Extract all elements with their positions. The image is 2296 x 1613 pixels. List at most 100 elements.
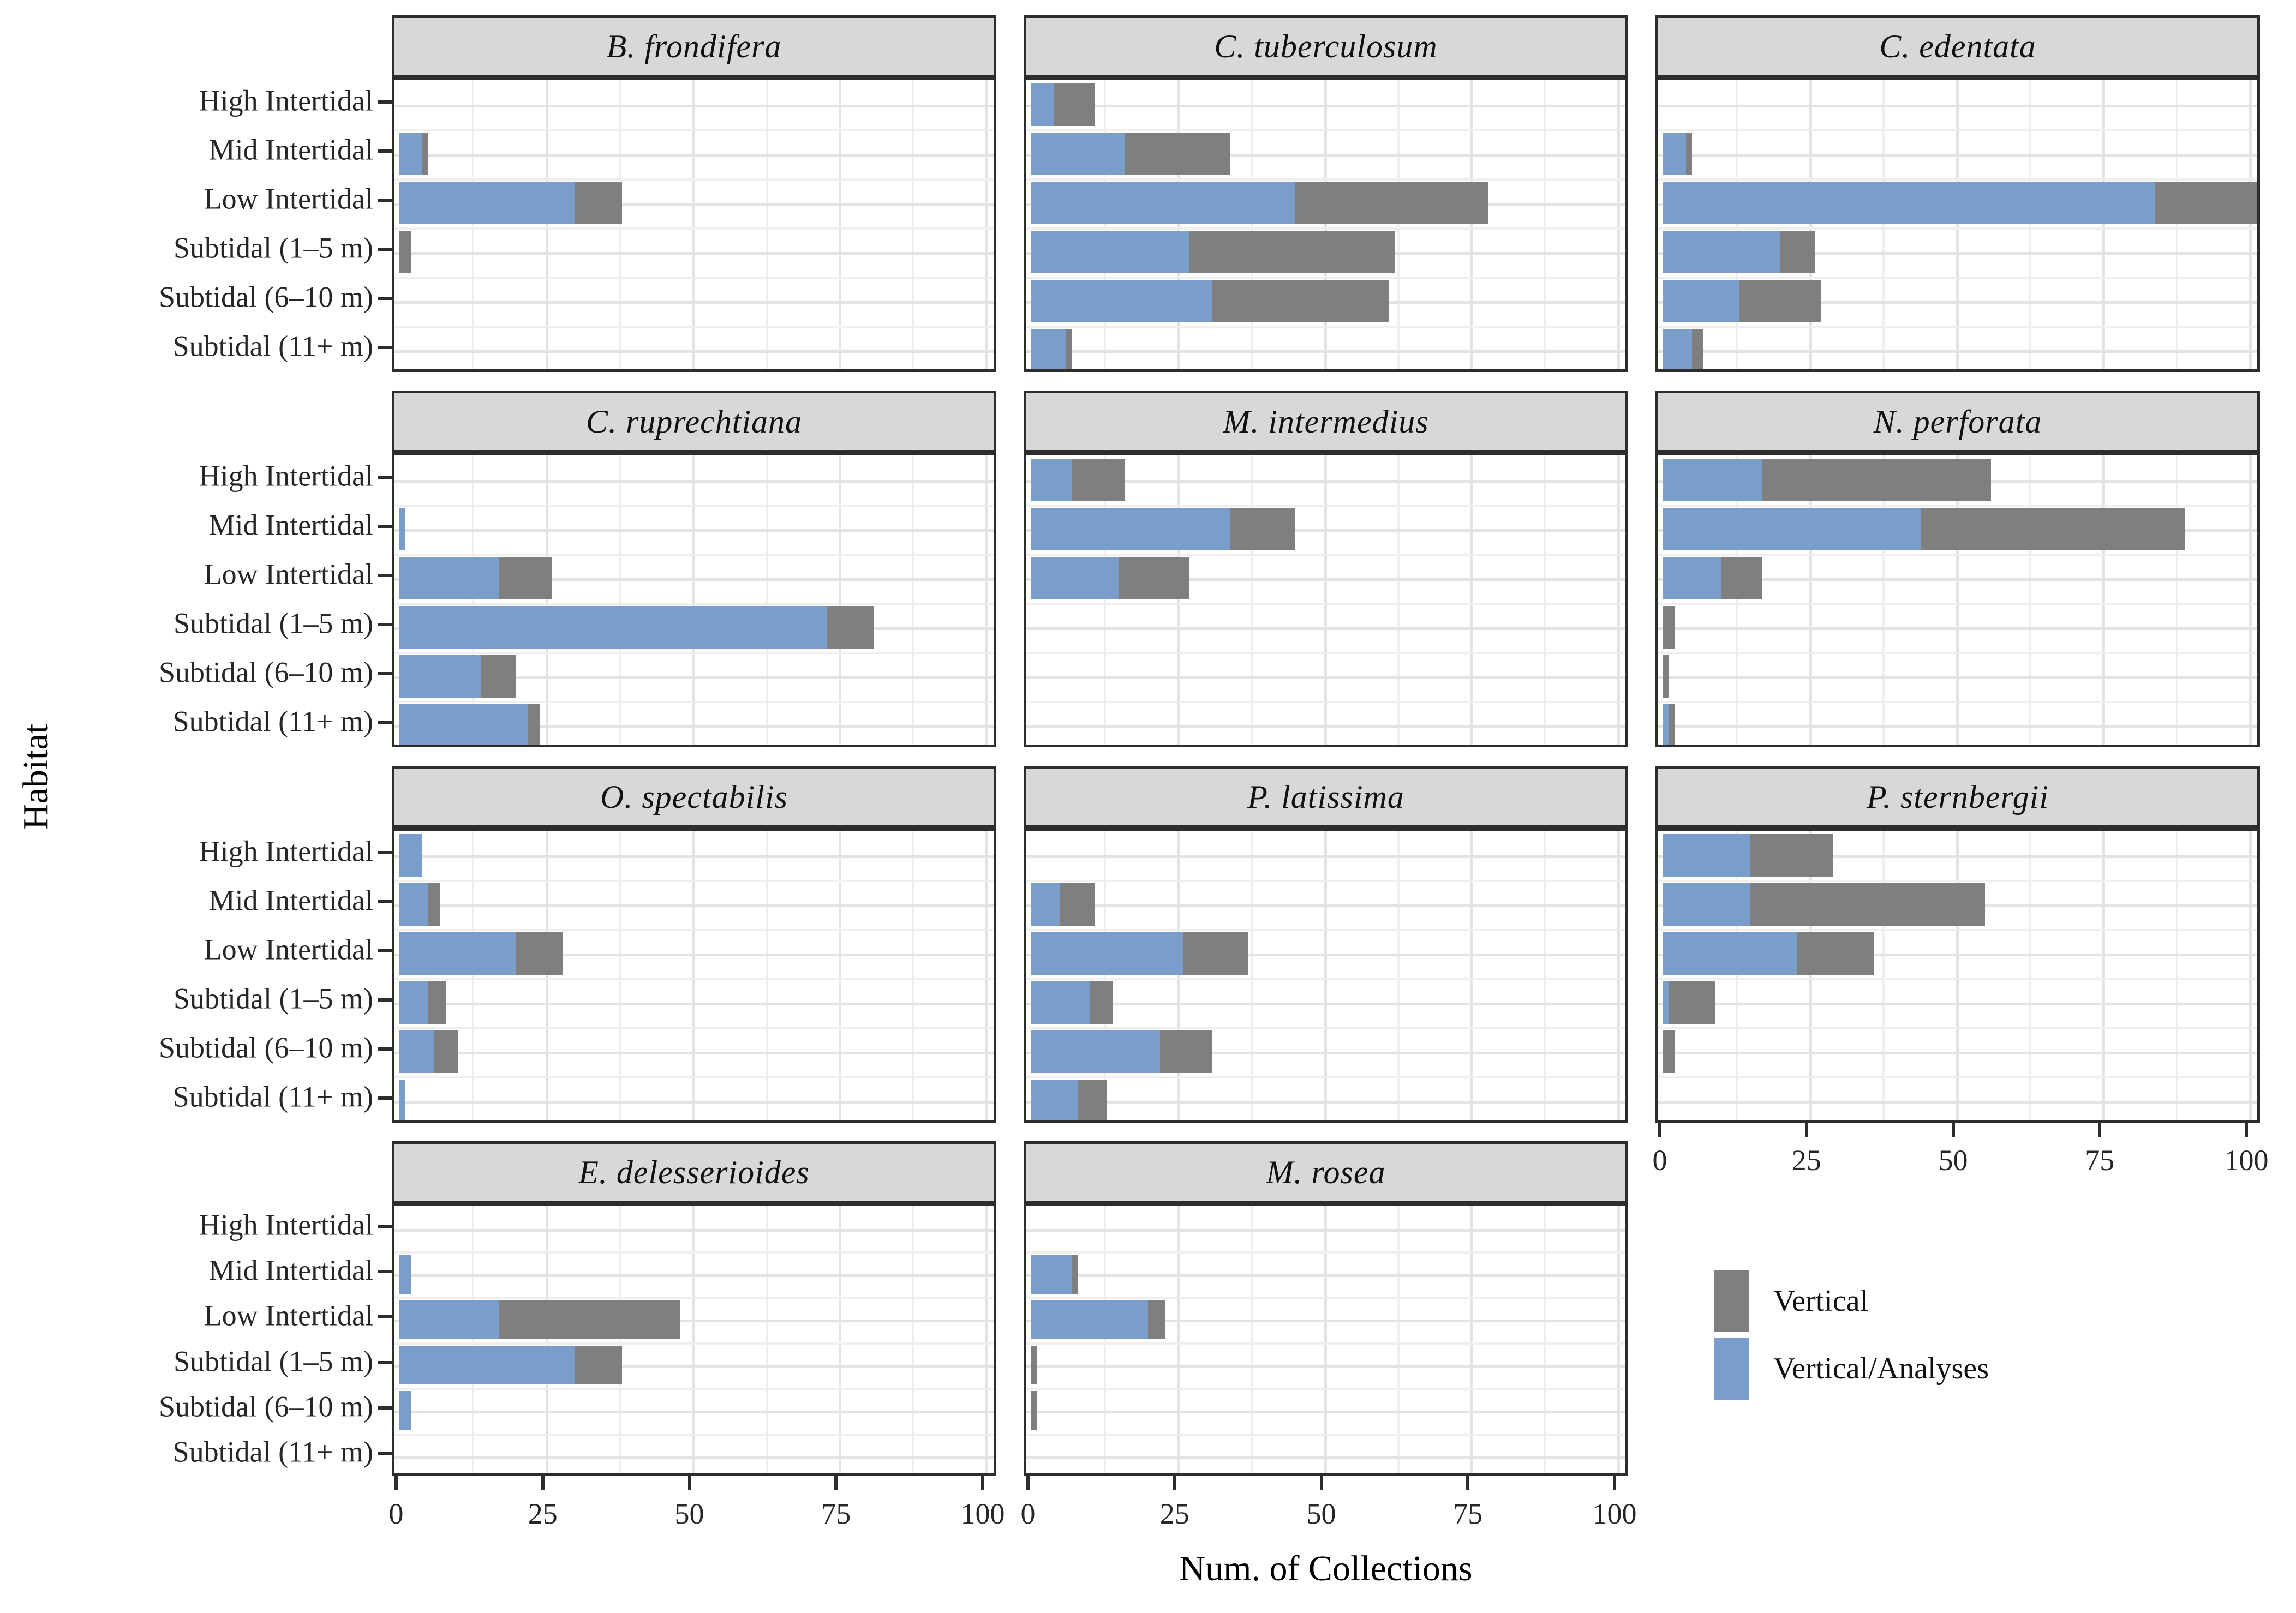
gridline-vertical xyxy=(1177,455,1180,745)
gridline-horizontal-minor xyxy=(394,1342,994,1345)
gridline-vertical xyxy=(1104,455,1107,745)
bar-segment-vertical-analyses xyxy=(399,981,428,1024)
bar-segment-vertical-analyses xyxy=(1031,83,1054,126)
y-tick-label: Subtidal (6–10 m) xyxy=(159,280,373,314)
gridline-vertical xyxy=(545,1206,548,1473)
gridline-horizontal xyxy=(394,1365,994,1368)
legend-label-vertical-analyses: Vertical/Analyses xyxy=(1773,1352,1989,1386)
gridline-vertical xyxy=(692,455,695,745)
y-tick-label: High Intertidal xyxy=(199,84,373,117)
bar-segment-vertical-analyses xyxy=(1031,932,1183,975)
bar-segment-vertical xyxy=(1119,557,1189,599)
bar-segment-vertical xyxy=(1072,1255,1078,1294)
facet-title: B. frondifera xyxy=(606,28,782,64)
gridline-horizontal xyxy=(394,350,994,353)
y-tick-mark xyxy=(378,476,392,479)
facet-panel xyxy=(1024,1203,1628,1476)
bar-segment-vertical xyxy=(1762,459,1992,501)
bar-segment-vertical-analyses xyxy=(1663,231,1780,273)
x-tick-mark xyxy=(1658,1123,1661,1137)
y-tick-mark xyxy=(378,1224,392,1228)
gridline-horizontal-minor xyxy=(394,1027,994,1029)
y-tick-label: Low Intertidal xyxy=(204,557,373,591)
bar-segment-vertical xyxy=(1663,655,1669,698)
y-tick-label: Subtidal (11+ m) xyxy=(172,705,373,738)
gridline-horizontal xyxy=(1026,627,1625,630)
gridline-horizontal xyxy=(394,154,994,157)
facet-strip: N. perforata xyxy=(1655,391,2260,453)
gridline-horizontal xyxy=(1658,252,2257,255)
gridline-vertical xyxy=(2029,80,2031,369)
gridline-horizontal xyxy=(394,1411,994,1413)
gridline-horizontal xyxy=(1026,154,1625,157)
y-tick-mark xyxy=(378,574,392,577)
x-tick-mark xyxy=(1173,1476,1176,1490)
bar-segment-vertical-analyses xyxy=(399,1391,411,1430)
x-tick-mark xyxy=(1613,1476,1616,1490)
facet-panel xyxy=(392,77,996,372)
bar-segment-vertical xyxy=(1183,932,1248,975)
x-tick-mark xyxy=(1026,1476,1030,1490)
facet-title: C. edentata xyxy=(1879,28,2036,64)
gridline-horizontal xyxy=(1026,855,1625,858)
gridline-horizontal-minor xyxy=(1026,178,1625,181)
gridline-horizontal xyxy=(1026,1274,1625,1277)
facet-strip: P. sternbergii xyxy=(1655,766,2260,828)
bar-segment-vertical xyxy=(1212,280,1389,322)
x-tick-mark xyxy=(981,1476,984,1490)
facet-strip: C. edentata xyxy=(1655,15,2260,77)
gridline-horizontal-minor xyxy=(1658,129,2257,131)
x-tick-label: 75 xyxy=(2085,1144,2115,1177)
bar-segment-vertical-analyses xyxy=(1031,557,1119,599)
gridline-horizontal xyxy=(394,529,994,532)
bar-segment-vertical-analyses xyxy=(1663,133,1686,175)
gridline-horizontal-minor xyxy=(1026,603,1625,605)
facet-title: O. spectabilis xyxy=(600,778,788,815)
bar-segment-vertical xyxy=(1078,1080,1107,1120)
y-tick-label: Mid Intertidal xyxy=(208,508,373,542)
gridline-vertical xyxy=(912,80,914,369)
gridline-horizontal-minor xyxy=(394,603,994,605)
gridline-horizontal xyxy=(1026,105,1625,107)
facet-strip: M. rosea xyxy=(1024,1141,1628,1203)
gridline-horizontal xyxy=(394,1228,994,1232)
facet-strip: C. tuberculosum xyxy=(1024,15,1628,77)
gridline-horizontal-minor xyxy=(1658,227,2257,230)
bar-segment-vertical-analyses xyxy=(399,557,499,599)
y-tick-label: Low Intertidal xyxy=(204,933,373,966)
gridline-horizontal-minor xyxy=(1026,1433,1625,1436)
bar-segment-vertical xyxy=(422,133,428,175)
gridline-vertical xyxy=(839,831,842,1120)
x-tick-label: 0 xyxy=(1652,1144,1667,1177)
gridline-horizontal-minor xyxy=(1658,652,2257,654)
gridline-horizontal xyxy=(1026,1456,1625,1459)
bar-segment-vertical xyxy=(1294,182,1488,224)
x-tick-mark xyxy=(1804,1123,1808,1137)
gridline-horizontal-minor xyxy=(1658,326,2257,328)
gridline-vertical xyxy=(1324,831,1327,1120)
y-tick-mark xyxy=(378,1047,392,1051)
gridline-vertical xyxy=(765,831,768,1120)
x-tick-mark xyxy=(1319,1476,1323,1490)
gridline-vertical xyxy=(985,831,988,1120)
x-tick-label: 50 xyxy=(1306,1497,1336,1530)
gridline-vertical xyxy=(1956,80,1959,369)
y-tick-label: Subtidal (1–5 m) xyxy=(174,982,373,1015)
facet-title: P. sternbergii xyxy=(1866,778,2049,815)
gridline-horizontal xyxy=(394,1003,994,1005)
bar-segment-vertical xyxy=(1031,1345,1037,1385)
bar-segment-vertical-analyses xyxy=(1663,508,1921,550)
x-tick-mark xyxy=(687,1476,691,1490)
gridline-horizontal xyxy=(394,480,994,483)
gridline-vertical xyxy=(619,455,621,745)
y-tick-mark xyxy=(378,949,392,952)
gridline-horizontal xyxy=(394,1101,994,1104)
gridline-horizontal xyxy=(1026,1320,1625,1323)
gridline-vertical xyxy=(2249,80,2252,369)
gridline-horizontal xyxy=(1026,1411,1625,1413)
gridline-vertical xyxy=(2175,455,2178,745)
x-tick-mark xyxy=(1951,1123,1955,1137)
y-tick-mark xyxy=(378,525,392,528)
gridline-horizontal xyxy=(1658,578,2257,581)
bar-segment-vertical xyxy=(1921,508,2185,550)
